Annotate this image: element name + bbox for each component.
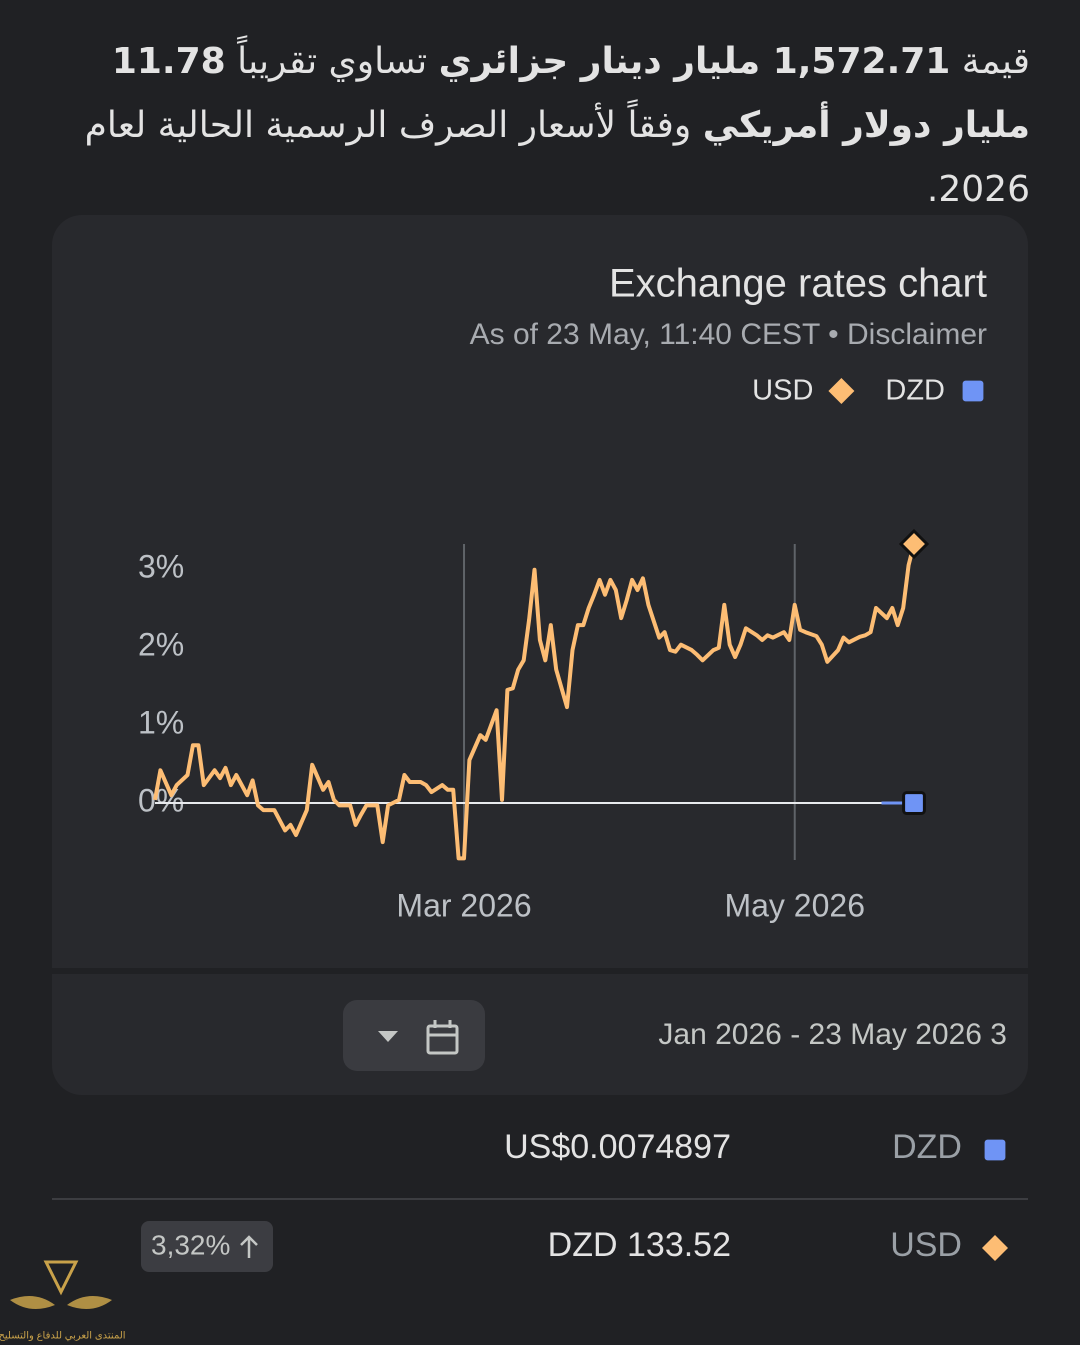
summary-text: قيمة: [950, 41, 1030, 82]
up-arrow-icon: [240, 1235, 258, 1258]
diamond-marker: [828, 378, 855, 404]
legend-label: DZD: [885, 375, 945, 407]
square-marker: [984, 1139, 1006, 1161]
card: [52, 215, 1028, 1095]
card-divider: [52, 968, 1028, 974]
row-rate: US$0.0074897: [504, 1128, 731, 1166]
x-tick-label: Mar 2026: [396, 887, 531, 923]
change-badge: [141, 1221, 273, 1272]
date-range: Jan 2026 - 23 May 2026 3: [658, 1018, 1007, 1051]
as-of: As of 23 May, 11:40 CEST: [470, 318, 820, 351]
rates-table: DZD US$0.0074897 USD DZD 133.52 3,32%: [141, 1128, 1008, 1272]
watermark-text: المنتدى العربي للدفاع والتسليح: [0, 1331, 126, 1342]
chart-subtitle: As of 23 May, 11:40 CEST • Disclaimer: [470, 318, 987, 351]
summary-text: وفقاً لأسعار الصرف الرسمية الحالية لعام …: [84, 105, 1030, 210]
watermark: المنتدى العربي للدفاع والتسليح: [0, 1260, 126, 1342]
legend: DZD USD: [752, 375, 984, 407]
change-value: 3,32%: [151, 1229, 230, 1260]
square-marker: [962, 380, 984, 402]
legend-label: USD: [752, 375, 813, 407]
y-tick-label: 1%: [138, 704, 184, 740]
summary-bold: 11.78 مليار دولار أمريكي: [111, 41, 1030, 146]
x-tick-label: May 2026: [724, 887, 865, 923]
calendar-icon: [426, 1020, 459, 1055]
series-line: [153, 543, 916, 861]
row-currency: DZD: [892, 1128, 962, 1166]
dropdown-icon: [378, 1031, 398, 1042]
y-tick-label: 3%: [138, 548, 184, 584]
chart-title: Exchange rates chart: [609, 262, 987, 306]
date-range-button[interactable]: [343, 1000, 485, 1071]
diamond-marker: [982, 1235, 1008, 1261]
summary-text: تساوي تقريباً: [225, 41, 439, 82]
row-currency: USD: [890, 1226, 962, 1264]
disclaimer-link[interactable]: Disclaimer: [847, 318, 987, 351]
summary-bold: 1,572.71 مليار دينار جزائري: [438, 41, 951, 82]
square-marker: [902, 791, 926, 815]
y-tick-label: 2%: [138, 626, 184, 662]
row-rate: DZD 133.52: [548, 1226, 731, 1264]
separator: •: [828, 318, 839, 351]
diamond-marker: [898, 528, 930, 560]
summary: قيمة 1,572.71 مليار دينار جزائري تساوي ت…: [48, 30, 1030, 222]
